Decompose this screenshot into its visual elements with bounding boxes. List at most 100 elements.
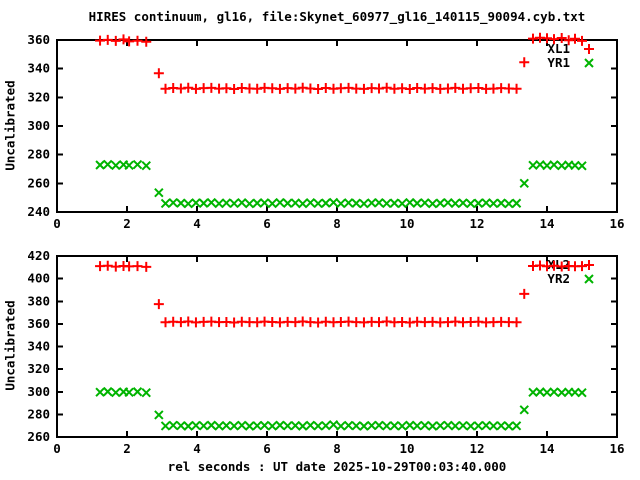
panel1-data-point-YR1 xyxy=(465,198,476,209)
panel1-data-point-XL1 xyxy=(118,34,129,45)
panel1-data-point-YR1 xyxy=(176,198,186,208)
panel1-data-point-YR1 xyxy=(267,198,277,209)
panel1-data-point-YR1 xyxy=(259,198,270,208)
panel1-data-point-YR1 xyxy=(252,198,262,208)
panel1-data-point-YR1 xyxy=(496,198,506,208)
panel2-data-point-YR2 xyxy=(103,386,113,397)
panel1-x-tick-label: 10 xyxy=(399,216,414,231)
panel2-y-tick-label: 420 xyxy=(27,248,50,263)
panel1-data-point-XL1 xyxy=(519,57,530,68)
panel2-legend-marker-YR2 xyxy=(584,274,594,284)
panel2-data-point-XL2 xyxy=(124,261,135,272)
panel1-data-point-YR1 xyxy=(412,198,422,208)
panel1-y-tick-label: 360 xyxy=(27,32,50,47)
panel1-data-point-YR1 xyxy=(549,160,559,170)
panel1-data-point-XL1 xyxy=(570,33,580,44)
panel2-data-point-YR2 xyxy=(168,420,178,431)
panel2-data-point-YR2 xyxy=(443,420,453,431)
panel1-data-point-XL1 xyxy=(132,35,143,46)
panel2-frame xyxy=(56,255,618,438)
panel1-data-point-YR1 xyxy=(328,197,339,208)
panel2-y-tick-label: 260 xyxy=(27,429,50,444)
panel2-data-point-YR2 xyxy=(160,421,171,431)
panel1-y-tick-label: 340 xyxy=(27,61,50,76)
panel1-data-point-YR1 xyxy=(397,198,407,209)
panel1-data-point-YR1 xyxy=(132,159,143,170)
panel2-data-point-YR2 xyxy=(405,420,415,430)
panel1-legend-label-XL1: XL1 xyxy=(547,41,570,56)
panel2-data-point-YR2 xyxy=(381,421,392,431)
panel2-data-point-YR2 xyxy=(259,420,270,431)
panel2-data-point-YR2 xyxy=(313,421,323,431)
panel2-data-point-YR2 xyxy=(511,421,522,431)
panel1-data-point-YR1 xyxy=(111,160,121,171)
panel1-data-point-YR1 xyxy=(103,159,113,170)
panel1-data-point-XL1 xyxy=(577,35,587,46)
panel1-x-tick-label: 16 xyxy=(609,216,624,231)
panel1-data-point-YR1 xyxy=(244,198,255,209)
panel2-legend-label-XL2: XL2 xyxy=(547,257,570,272)
panel2-y-tick-label: 340 xyxy=(27,339,50,354)
panel1-y-tick-label: 280 xyxy=(27,147,50,162)
panel1-data-point-XL1 xyxy=(563,35,574,46)
panel2-x-tick-label: 16 xyxy=(609,441,624,456)
panel2-x-tick-label: 0 xyxy=(53,441,61,456)
panel1-data-point-YR1 xyxy=(351,198,361,208)
panel1-data-point-XL1 xyxy=(124,36,135,47)
panel1-data-point-XL1 xyxy=(549,34,559,45)
panel2-data-point-YR2 xyxy=(244,421,255,431)
panel1-data-point-YR1 xyxy=(198,198,209,208)
panel1-x-tick-label: 0 xyxy=(53,216,61,231)
panel2-data-point-YR2 xyxy=(305,420,316,431)
panel2-data-point-YR2 xyxy=(519,405,529,415)
panel1-data-point-YR1 xyxy=(124,160,134,170)
panel1-data-point-YR1 xyxy=(435,198,445,208)
panel2-data-point-YR2 xyxy=(198,421,209,431)
panel1-data-point-XL1 xyxy=(556,32,567,43)
panel1-y-tick-label: 260 xyxy=(27,175,50,190)
panel2-data-point-YR2 xyxy=(504,421,514,431)
panel1-x-tick-label: 2 xyxy=(123,216,131,231)
panel1-data-point-XL1 xyxy=(511,83,522,94)
panel1-data-point-YR1 xyxy=(168,197,178,208)
panel1-data-point-YR1 xyxy=(282,198,293,208)
panel1-data-point-YR1 xyxy=(313,198,323,209)
panel2-data-point-YR2 xyxy=(420,420,430,431)
panel1-x-tick-label: 8 xyxy=(333,216,341,231)
panel2-y-tick-label: 400 xyxy=(27,271,50,286)
panel1-data-point-YR1 xyxy=(237,197,247,208)
panel2-data-point-YR2 xyxy=(374,420,384,431)
panel1-data-point-YR1 xyxy=(359,198,369,209)
panel1-data-point-XL1 xyxy=(102,34,113,45)
panel1-data-point-XL1 xyxy=(183,82,194,93)
panel1-data-point-YR1 xyxy=(343,198,354,208)
panel1-data-point-XL1 xyxy=(381,82,392,93)
panel2-data-point-YR2 xyxy=(214,421,224,431)
panel1-data-point-YR1 xyxy=(305,197,316,208)
panel2-data-point-YR2 xyxy=(496,420,506,431)
panel1-legend-marker-YR1 xyxy=(584,58,594,68)
panel2-data-point-YR2 xyxy=(183,421,193,431)
panel2-data-point-YR2 xyxy=(221,420,232,431)
panel1-data-point-YR1 xyxy=(577,161,587,171)
panel1-data-point-YR1 xyxy=(206,197,217,208)
panel2-data-point-XL2 xyxy=(132,261,143,272)
panel2-data-point-YR2 xyxy=(267,421,277,431)
panel2-y-tick-label: 300 xyxy=(27,384,50,399)
panel2-data-point-YR2 xyxy=(111,387,121,398)
panel2-data-point-YR2 xyxy=(481,420,491,431)
panel1-data-point-YR1 xyxy=(473,198,484,208)
panel1-data-point-YR1 xyxy=(297,198,308,209)
panel2-data-point-YR2 xyxy=(237,420,247,431)
panel2-data-point-YR2 xyxy=(229,421,239,431)
panel1-data-point-YR1 xyxy=(443,197,453,208)
panel1-data-point-YR1 xyxy=(389,198,400,208)
panel2-x-tick-label: 6 xyxy=(263,441,271,456)
chart-title: HIRES continuum, gl16, file:Skynet_60977… xyxy=(88,9,586,24)
panel1-data-point-YR1 xyxy=(511,198,522,208)
panel2-data-point-XL2 xyxy=(511,317,522,328)
panel1-data-point-XL1 xyxy=(141,36,152,47)
panel2-y-tick-label: 380 xyxy=(27,293,50,308)
panel1-data-point-YR1 xyxy=(405,197,415,208)
